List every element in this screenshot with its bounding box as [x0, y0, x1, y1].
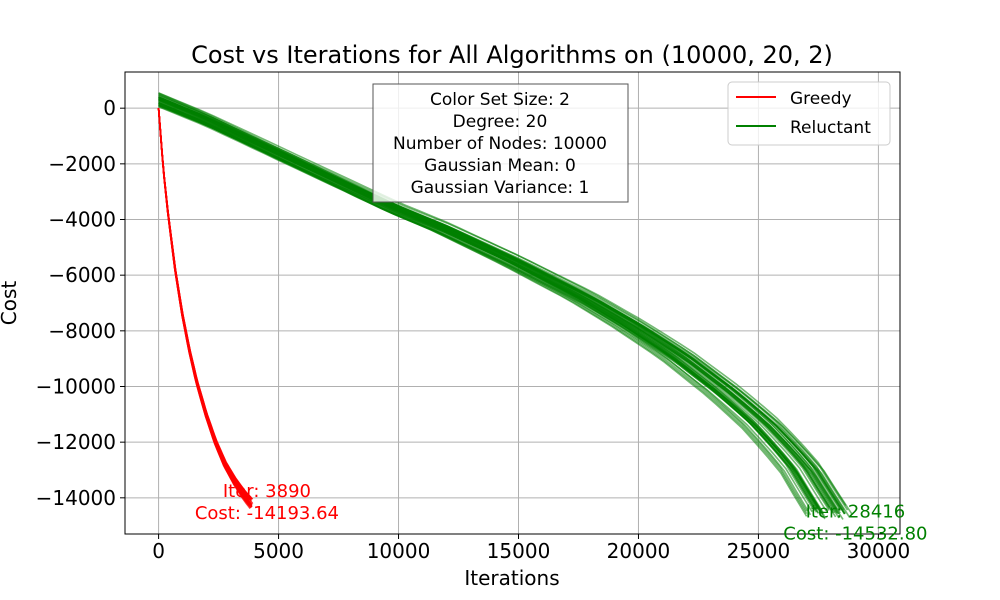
- x-tick-label: 5000: [253, 539, 304, 563]
- legend-label-greedy: Greedy: [790, 89, 852, 109]
- final-cost-label-greedy: Cost: -14193.64: [195, 503, 339, 524]
- y-tick-label: −4000: [48, 208, 116, 232]
- series-line-reluctant: [158, 105, 844, 520]
- series-layer: [157, 92, 853, 520]
- plot-frame: [124, 71, 901, 535]
- info-degree: Degree: 20: [453, 112, 548, 132]
- chart-title: Cost vs Iterations for All Algorithms on…: [191, 41, 833, 69]
- y-tick-label: −14000: [36, 486, 116, 510]
- y-tick-label: −10000: [36, 374, 116, 398]
- x-tick-label: 0: [152, 539, 165, 563]
- y-tick-label: −12000: [36, 430, 116, 454]
- info-color-set-size: Color Set Size: 2: [430, 90, 570, 110]
- y-tick-label: −8000: [48, 319, 116, 343]
- info-gaussian-mean: Gaussian Mean: 0: [424, 156, 576, 176]
- legend: Greedy Reluctant: [727, 81, 891, 146]
- final-iter-label-greedy: Iter: 3890: [223, 481, 311, 502]
- x-tick-label: 10000: [367, 539, 431, 563]
- x-tick-label: 20000: [607, 539, 671, 563]
- info-box: Color Set Size: 2 Degree: 20 Number of N…: [372, 83, 629, 203]
- ticks: 0 5000 10000 15000 20000 25000 30000 0 −2000 −400…: [36, 96, 911, 563]
- y-axis-label: Cost: [0, 281, 21, 326]
- x-tick-label: 15000: [487, 539, 551, 563]
- y-tick-label: −2000: [48, 152, 116, 176]
- series-line-reluctant: [158, 98, 842, 511]
- series-line-greedy: [157, 108, 251, 509]
- info-box-frame: [372, 83, 629, 203]
- info-gaussian-variance: Gaussian Variance: 1: [411, 178, 590, 198]
- legend-label-reluctant: Reluctant: [790, 118, 871, 138]
- y-tick-label: −6000: [48, 263, 116, 287]
- info-number-of-nodes: Number of Nodes: 10000: [393, 134, 607, 154]
- x-tick-label: 25000: [727, 539, 791, 563]
- x-tick-label: 30000: [847, 539, 911, 563]
- x-axis-label: Iterations: [464, 566, 559, 590]
- y-tick-label: 0: [103, 96, 116, 120]
- final-iter-label-reluctant: Iter: 28416: [806, 502, 906, 523]
- series-reluctant: [158, 92, 853, 520]
- series-greedy: [157, 108, 254, 509]
- final-cost-label-reluctant: Cost: -14532.80: [783, 524, 927, 545]
